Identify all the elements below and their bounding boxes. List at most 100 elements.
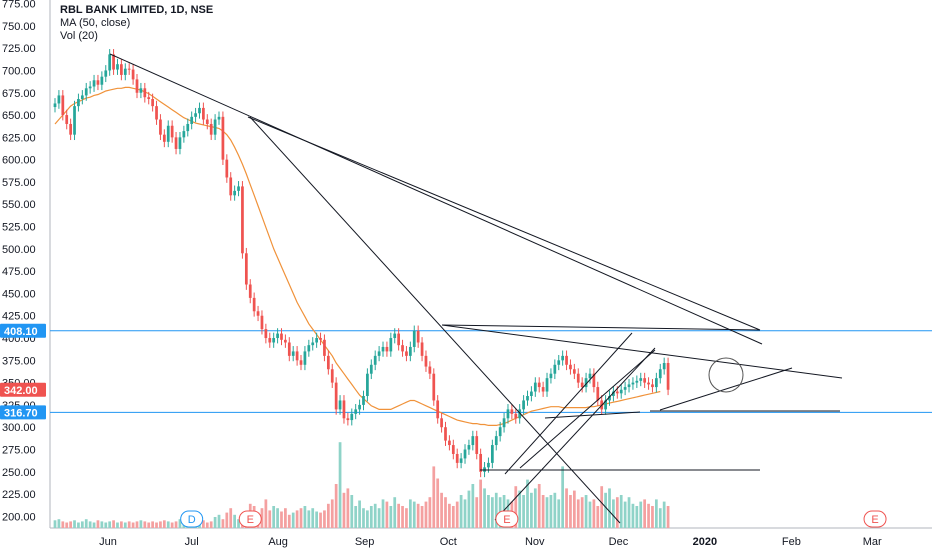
candle [299, 360, 303, 365]
candle [451, 445, 455, 454]
legend-ma[interactable]: MA (50, close) [60, 17, 131, 29]
volume-bar [557, 499, 561, 528]
volume-bar [334, 484, 338, 528]
volume-bar [170, 522, 174, 528]
candle [459, 458, 463, 463]
candle [338, 400, 342, 410]
legend-vol[interactable]: Vol (20) [60, 30, 98, 42]
volume-bar [280, 511, 283, 528]
volume-bar [526, 479, 529, 528]
candle [139, 88, 143, 93]
y-tick-label: 575.00 [2, 177, 36, 189]
x-tick-label: Jul [185, 536, 199, 548]
candle [77, 99, 80, 107]
volume-bar [463, 499, 467, 528]
x-tick-label: Oct [440, 536, 457, 548]
candle [272, 338, 276, 343]
candle [561, 355, 565, 361]
candle [405, 351, 408, 356]
price-label: 342.00 [4, 385, 38, 397]
volume-bar [412, 501, 416, 528]
x-tick-label: Aug [268, 536, 288, 548]
volume-bar [287, 514, 291, 528]
candle [662, 363, 666, 370]
candle [315, 338, 318, 343]
candle [553, 364, 557, 374]
candle [604, 400, 607, 410]
volume-bar [174, 521, 178, 528]
candle [143, 88, 147, 98]
y-tick-label: 375.00 [2, 355, 36, 367]
trendline-group [109, 53, 843, 524]
volume-bar [159, 521, 162, 528]
candle [612, 391, 615, 396]
volume-bar [202, 520, 205, 528]
volume-bar [584, 495, 588, 528]
y-tick-label: 425.00 [2, 311, 36, 323]
event-marker-label: D [188, 514, 196, 526]
volume-bar [272, 506, 276, 528]
trend-line [247, 116, 761, 331]
volume-bar [80, 521, 84, 528]
candle [651, 384, 654, 388]
y-tick-label: 725.00 [2, 43, 36, 55]
candle [162, 134, 166, 142]
candle [608, 396, 611, 401]
volume-bar [143, 521, 147, 528]
y-tick-label: 550.00 [2, 199, 36, 211]
candle [120, 64, 123, 75]
volume-bar [658, 508, 662, 528]
volume-bar [608, 488, 611, 528]
volume-bar [311, 508, 315, 528]
candle [69, 123, 72, 135]
volume-bar [127, 521, 131, 528]
volume-bar [537, 484, 541, 528]
volume-bar [549, 495, 553, 528]
candle [658, 369, 662, 379]
x-tick-label: Jun [99, 536, 117, 548]
candle [385, 346, 389, 352]
legend: RBL BANK LIMITED, 1D, NSE MA (50, close)… [60, 4, 213, 43]
legend-symbol[interactable]: RBL BANK LIMITED, 1D, NSE [60, 4, 214, 16]
volume-bar [162, 520, 166, 528]
candle [57, 95, 61, 104]
candle [104, 70, 108, 77]
candle [159, 119, 162, 135]
volume-bar [84, 519, 88, 528]
event-marker [238, 510, 262, 528]
y-tick-label: 275.00 [2, 445, 36, 457]
volume-bar [260, 508, 264, 528]
volume-bar [592, 499, 596, 528]
volume-bar [366, 510, 369, 528]
y-tick-label: 775.00 [2, 0, 36, 11]
candle [408, 346, 412, 356]
candle [241, 186, 244, 254]
trend-line [441, 324, 761, 331]
volume-bar [619, 495, 623, 528]
candle [393, 333, 397, 339]
candle [291, 351, 295, 356]
volume-bar [346, 488, 350, 528]
event-marker-label: E [503, 514, 510, 526]
volume-bar [358, 500, 361, 528]
volume-bar [116, 522, 119, 528]
candle [522, 400, 525, 410]
price-label: 316.70 [4, 407, 38, 419]
candle [221, 116, 225, 160]
candle [588, 373, 592, 379]
candle [526, 396, 529, 401]
candle [307, 345, 311, 352]
y-tick-label: 300.00 [2, 422, 36, 434]
candle [654, 378, 658, 388]
volume-bar [545, 497, 549, 528]
x-tick-label: Feb [782, 536, 801, 548]
volume-bar [612, 499, 615, 528]
candle [326, 355, 330, 370]
candle [174, 137, 178, 149]
candle [92, 80, 96, 87]
candle [596, 387, 600, 401]
candle [475, 436, 479, 454]
candle [436, 400, 440, 419]
volume-bar [467, 490, 471, 528]
